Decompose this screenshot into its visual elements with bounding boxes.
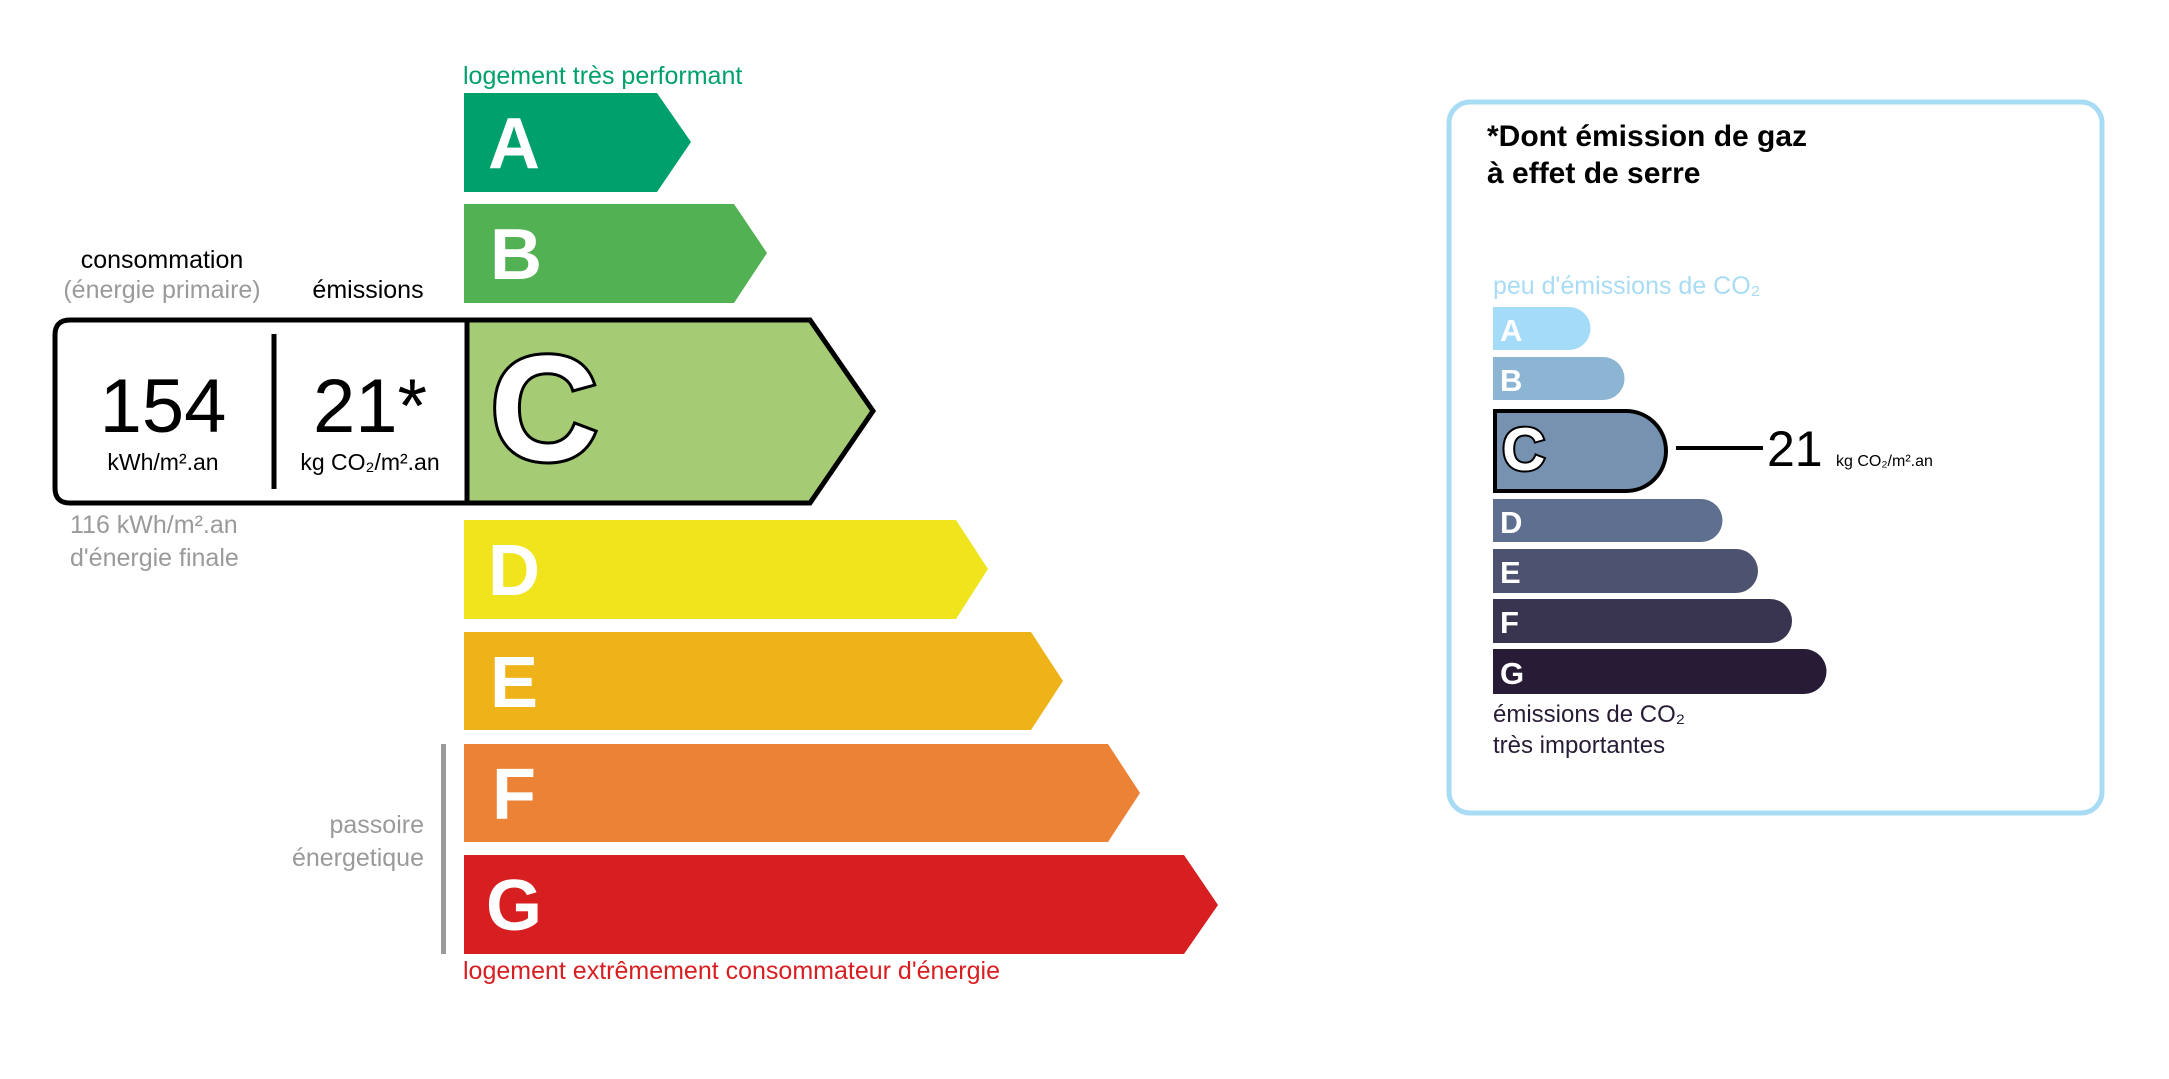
- ges-class-e: E: [1493, 549, 1758, 593]
- passoire-bracket: [441, 744, 446, 954]
- ges-letter-e: E: [1500, 555, 1521, 590]
- energy-class-a: A: [464, 93, 691, 192]
- consumption-unit: kWh/m².an: [107, 449, 218, 475]
- ges-class-a: A: [1493, 307, 1591, 350]
- energy-letter-a: A: [488, 104, 540, 184]
- energy-class-c-current: C 154 kWh/m².an 21* kg CO₂/m².an: [52, 317, 877, 506]
- ges-bar-c: [1493, 409, 1668, 493]
- ges-bar-a: [1493, 307, 1591, 350]
- final-energy-label: d'énergie finale: [70, 544, 239, 572]
- ges-title-line1: *Dont émission de gaz: [1487, 120, 1807, 153]
- ges-class-b: B: [1493, 357, 1625, 400]
- ges-bar-f: [1493, 599, 1792, 643]
- emissions-unit: kg CO₂/m².an: [300, 449, 439, 475]
- passoire-label-line2: énergetique: [292, 844, 424, 872]
- ges-bottom-label-line1: émissions de CO₂: [1493, 701, 1685, 728]
- energy-letter-g: G: [486, 866, 542, 946]
- ges-letter-g: G: [1500, 656, 1524, 691]
- consumption-value: 154: [100, 364, 227, 449]
- energy-bar-e: [464, 632, 1063, 730]
- ges-class-c-current: C 21 kg CO₂/m².an: [1493, 409, 1933, 493]
- top-label: logement très performant: [463, 62, 742, 90]
- emissions-value: 21*: [313, 364, 427, 449]
- energy-letter-d: D: [488, 531, 540, 611]
- energy-class-b: B: [464, 204, 767, 303]
- energy-class-g: G: [464, 855, 1218, 954]
- energy-bar-d: [464, 520, 988, 619]
- ges-bottom-label-line2: très importantes: [1493, 732, 1665, 759]
- ges-bar-b: [1493, 357, 1625, 400]
- consumption-header: consommation: [81, 246, 244, 274]
- emissions-header: émissions: [312, 276, 423, 304]
- energy-class-d: D: [464, 520, 988, 619]
- energy-letter-e: E: [490, 643, 538, 723]
- ges-bar-e: [1493, 549, 1758, 593]
- energy-bar-a: [464, 93, 691, 192]
- ges-title-line2: à effet de serre: [1487, 157, 1700, 190]
- bottom-label: logement extrêmement consommateur d'éner…: [463, 957, 1000, 985]
- ges-letter-f: F: [1500, 605, 1519, 640]
- ges-top-label: peu d'émissions de CO₂: [1493, 272, 1760, 300]
- ges-value: 21: [1767, 421, 1823, 477]
- energy-letter-b: B: [490, 215, 542, 295]
- energy-class-e: E: [464, 632, 1063, 730]
- ges-class-g: G: [1493, 649, 1827, 694]
- ges-letter-d: D: [1500, 505, 1522, 540]
- energy-class-f: F: [464, 744, 1140, 842]
- passoire-label-line1: passoire: [330, 811, 425, 839]
- ges-bar-d: [1493, 499, 1723, 542]
- ges-bar-g: [1493, 649, 1827, 694]
- energy-letter-f: F: [492, 755, 536, 835]
- energy-bar-c: [464, 317, 877, 506]
- energy-bar-b: [464, 204, 767, 303]
- ges-letter-c: C: [1502, 416, 1545, 483]
- ges-letter-a: A: [1500, 313, 1522, 348]
- ges-letter-b: B: [1500, 363, 1522, 398]
- energy-bar-f: [464, 744, 1140, 842]
- values-box: [52, 317, 470, 506]
- ges-unit: kg CO₂/m².an: [1836, 453, 1933, 470]
- final-energy-value: 116 kWh/m².an: [70, 511, 238, 539]
- ges-class-d: D: [1493, 499, 1723, 542]
- energy-bar-g: [464, 855, 1218, 954]
- consumption-subheader: (énergie primaire): [63, 276, 260, 304]
- ges-class-f: F: [1493, 599, 1792, 643]
- energy-letter-c: C: [490, 324, 598, 492]
